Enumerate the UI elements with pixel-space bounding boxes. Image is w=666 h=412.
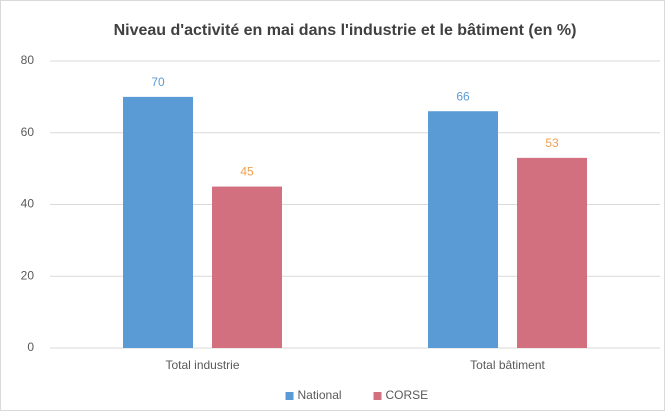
data-label: 45: [240, 165, 254, 179]
data-label: 53: [545, 136, 559, 150]
x-tick-label: Total industrie: [165, 358, 239, 372]
bar: [428, 111, 498, 348]
data-label: 66: [456, 89, 470, 103]
legend-swatch: [373, 392, 382, 400]
bar: [212, 186, 282, 348]
y-tick-label: 80: [21, 53, 35, 67]
bar: [517, 157, 587, 348]
data-label: 70: [151, 75, 165, 89]
y-tick-label: 40: [21, 197, 35, 211]
y-tick-label: 60: [21, 125, 35, 139]
chart-title: Niveau d'activité en mai dans l'industri…: [114, 22, 577, 39]
legend-swatch: [285, 392, 294, 400]
legend-label: National: [298, 388, 342, 402]
y-tick-label: 20: [21, 268, 35, 282]
y-tick-label: 0: [27, 340, 34, 354]
bar: [123, 96, 193, 348]
x-tick-label: Total bâtiment: [470, 358, 545, 372]
legend-label: CORSE: [386, 388, 429, 402]
